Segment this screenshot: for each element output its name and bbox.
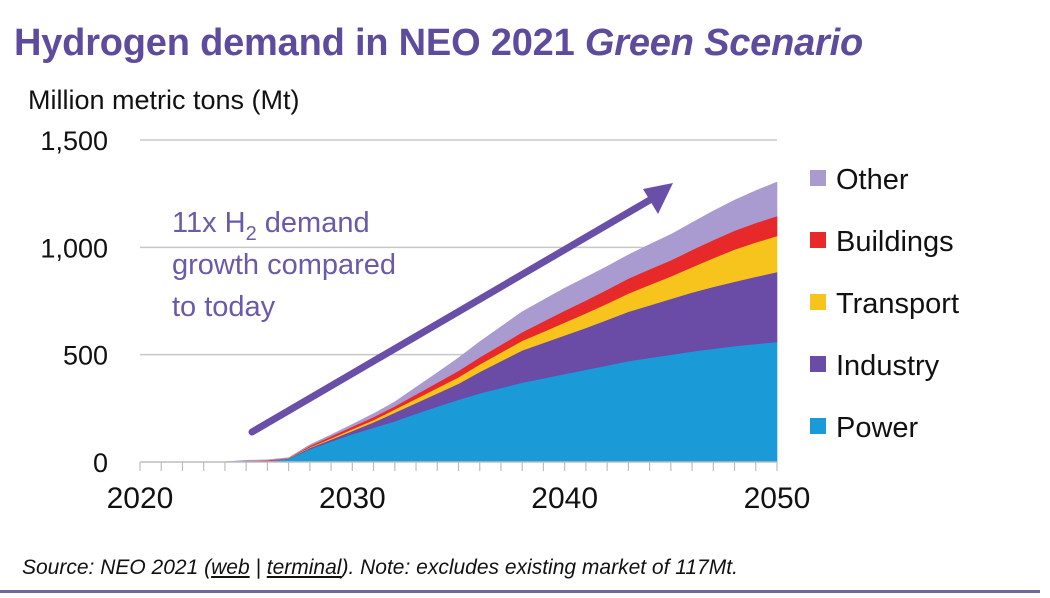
footer-divider <box>0 590 1040 593</box>
chart-title: Hydrogen demand in NEO 2021 Green Scenar… <box>14 22 863 65</box>
legend-label-industry: Industry <box>836 350 940 382</box>
y-tick-label: 0 <box>93 448 108 478</box>
y-tick-label: 1,500 <box>40 126 108 156</box>
y-tick-label: 1,000 <box>40 233 108 263</box>
x-tick-label: 2040 <box>531 482 598 515</box>
legend: Other Buildings Transport Industry Power <box>810 164 959 444</box>
legend-swatch-buildings <box>810 232 826 248</box>
x-tick-label: 2050 <box>744 482 811 515</box>
x-tick-label: 2020 <box>107 482 174 515</box>
x-axis-ticks: 2020 2030 2040 2050 <box>107 482 811 515</box>
legend-label-other: Other <box>836 164 909 196</box>
growth-arrow <box>248 183 673 436</box>
legend-swatch-power <box>810 418 826 434</box>
source-suffix: ). Note: excludes existing market of 117… <box>341 556 738 579</box>
legend-label-transport: Transport <box>836 288 959 320</box>
title-main: Hydrogen demand in NEO 2021 <box>14 22 585 64</box>
area-other <box>140 181 778 463</box>
terminal-link[interactable]: terminal <box>266 556 342 579</box>
stacked-area-chart: 0 500 1,000 1,500 2020 2030 2040 2050 Other Bui… <box>40 126 959 515</box>
legend-label-power: Power <box>836 412 919 444</box>
legend-swatch-other <box>810 170 826 186</box>
annotation-line-1: 11x H2 demand <box>172 207 370 245</box>
web-link[interactable]: web <box>211 556 250 579</box>
y-axis-unit-label: Million metric tons (Mt) <box>28 85 300 115</box>
y-tick-label: 500 <box>63 341 108 371</box>
x-tick-label: 2030 <box>319 482 386 515</box>
x-axis <box>139 461 778 471</box>
source-prefix: Source: NEO 2021 ( <box>22 556 212 579</box>
growth-arrow-line <box>248 193 659 436</box>
source-note: Source: NEO 2021 (web | terminal). Note:… <box>22 556 738 580</box>
legend-label-buildings: Buildings <box>836 226 954 258</box>
y-axis-ticks: 0 500 1,000 1,500 <box>40 126 108 478</box>
legend-swatch-industry <box>810 356 826 372</box>
link-separator: | <box>249 556 267 579</box>
annotation-line-3: to today <box>172 291 276 323</box>
title-scenario: Green Scenario <box>584 22 863 64</box>
annotation-line-2: growth compared <box>172 249 396 281</box>
arrow-head-icon <box>643 183 673 214</box>
legend-swatch-transport <box>810 294 826 310</box>
